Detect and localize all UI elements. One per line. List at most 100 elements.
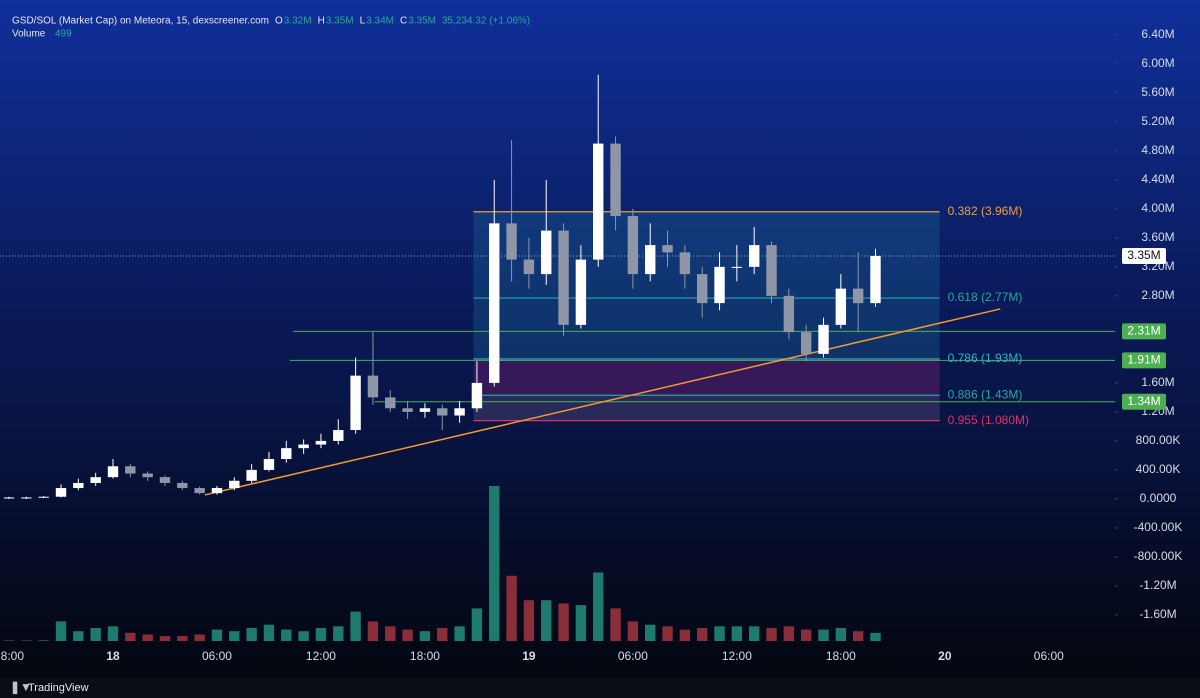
volume-bar	[55, 621, 67, 641]
volume-bar	[558, 603, 569, 641]
volume-bar	[229, 631, 240, 641]
candle-body	[73, 482, 84, 489]
volume-bar	[679, 629, 691, 641]
candle-body	[800, 332, 812, 354]
y-tick-label: -1.20M	[1139, 578, 1176, 592]
candle-body	[90, 477, 101, 483]
volume-bar	[350, 611, 361, 641]
level-badge	[1122, 323, 1166, 340]
change: 35,234.32 (+1.06%)	[442, 16, 530, 27]
y-tick-label: 5.60M	[1141, 85, 1174, 99]
candle-body	[714, 266, 725, 304]
level-badge-label: 1.91M	[1127, 353, 1160, 367]
x-tick-label: 18:00	[410, 649, 440, 663]
candle-body	[852, 288, 864, 304]
volume-bar	[835, 627, 847, 641]
candle-body	[263, 459, 275, 470]
fib-label: 0.786 (1.93M)	[948, 351, 1023, 365]
x-tick-label: 06:00	[618, 649, 648, 663]
candle-body	[177, 482, 188, 489]
volume-bar	[645, 624, 656, 641]
volume-bar	[852, 631, 864, 641]
volume-bar	[697, 627, 708, 641]
trendline	[204, 308, 1001, 496]
y-tick-label: -1.60M	[1139, 607, 1176, 621]
volume-bar	[766, 627, 777, 641]
fib-zone	[473, 395, 940, 421]
volume-bar	[731, 626, 743, 641]
candle-body	[783, 295, 795, 333]
x-tick-label: 12:00	[722, 649, 752, 663]
candle-body	[194, 488, 205, 494]
x-tick-label: 19	[522, 649, 536, 663]
x-tick-label: 18:00	[0, 649, 24, 663]
candle-body	[229, 480, 240, 489]
y-tick-label: 6.00M	[1141, 56, 1174, 70]
x-tick-label: 06:00	[202, 649, 232, 663]
volume-bar	[402, 629, 413, 641]
volume-bar	[159, 636, 171, 641]
candle-body	[142, 473, 153, 478]
candle-body	[835, 288, 847, 325]
level-badge-label: 2.31M	[1127, 324, 1160, 338]
ohlc-key: O	[275, 16, 283, 27]
volume-bar	[506, 575, 517, 641]
volume-bar	[800, 629, 812, 641]
candle-body	[385, 397, 396, 409]
candle-body	[298, 444, 309, 449]
volume-bar	[281, 629, 292, 641]
volume-bar	[541, 600, 552, 641]
candle-body	[610, 143, 621, 217]
candle-body	[125, 466, 136, 474]
volume-bar	[367, 621, 379, 641]
candle-body	[159, 477, 171, 483]
volume-bar	[125, 632, 136, 641]
candle-body	[246, 469, 257, 481]
x-tick-label: 20	[938, 649, 952, 663]
fib-zone	[473, 298, 940, 359]
candle-body	[662, 245, 673, 253]
candle-body	[697, 274, 708, 304]
plot: 0.382 (3.96M) 0.618 (2.77M) 0.786 (1.93M) 0…	[0, 27, 1182, 663]
volume-bar	[333, 626, 344, 641]
y-tick-label: 400.00K	[1136, 462, 1181, 476]
candle-body	[281, 448, 292, 460]
y-tick-label: 0.0000	[1140, 491, 1177, 505]
volume-bar	[263, 624, 275, 641]
tv-logo: ❚▼	[10, 680, 32, 695]
candle-body	[679, 252, 691, 275]
y-tick-label: 2.80M	[1141, 288, 1174, 302]
candle-body	[541, 230, 552, 275]
volume-bar	[489, 486, 500, 641]
volume-bar	[818, 629, 829, 641]
x-tick-label: 06:00	[1034, 649, 1064, 663]
volume-value: 499	[55, 29, 72, 40]
volume-bar	[38, 640, 49, 641]
volume-bar	[575, 605, 587, 641]
brand: TradingView	[28, 682, 89, 694]
candle-body	[870, 255, 881, 304]
ohlc: O 3.32M H 3.35M L 3.34M C 3.35M 35,234.32 (+1.06…	[275, 16, 530, 27]
volume-bar	[73, 631, 84, 641]
volume-bar	[783, 626, 795, 641]
y-tick-label: 800.00K	[1136, 433, 1181, 447]
volume-bar	[177, 636, 188, 641]
y-tick-label: 4.00M	[1141, 201, 1174, 215]
ohlc-value: 3.35M	[326, 16, 354, 27]
volume-bar	[246, 627, 257, 641]
footer-bar	[0, 678, 1200, 698]
y-tick-label: 4.80M	[1141, 143, 1174, 157]
candle-body	[454, 408, 465, 416]
level-badge	[1122, 352, 1166, 369]
candle-body	[402, 408, 413, 412]
level-badge-label: 1.34M	[1127, 394, 1160, 408]
volume-bar	[298, 631, 309, 641]
candle-body	[766, 245, 777, 296]
y-tick-label: 4.40M	[1141, 172, 1174, 186]
candle-body	[55, 488, 67, 497]
symbol: GSD/SOL (Market Cap) on Meteora, 15, dex…	[12, 16, 269, 27]
volume-bar	[142, 634, 153, 641]
fib-label: 0.955 (1.080M)	[948, 413, 1029, 427]
volume-bar	[454, 626, 465, 641]
candle-body	[748, 245, 760, 267]
